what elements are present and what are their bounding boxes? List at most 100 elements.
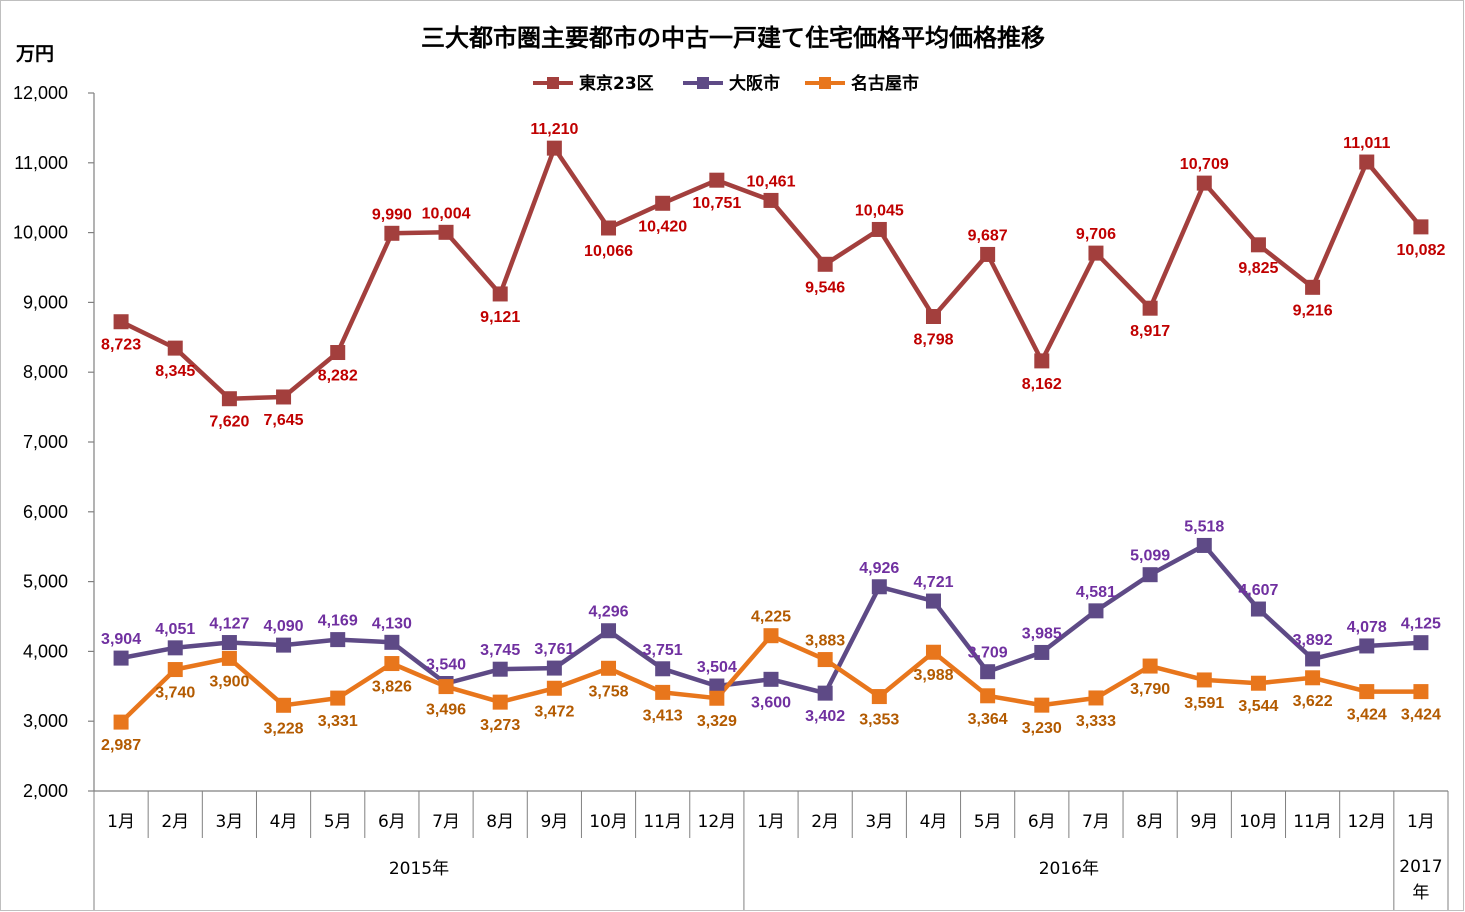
- data-label: 9,546: [805, 279, 845, 296]
- data-point-marker: [763, 671, 779, 687]
- data-label: 4,721: [913, 574, 953, 591]
- data-label: 4,051: [155, 621, 195, 638]
- data-point-marker: [221, 635, 237, 651]
- data-point-marker: [438, 224, 454, 240]
- x-tick-label: 10月: [589, 812, 628, 832]
- data-label: 3,472: [534, 703, 574, 720]
- data-label: 9,706: [1076, 226, 1116, 243]
- data-label: 3,591: [1184, 695, 1224, 712]
- data-label: 3,988: [913, 667, 953, 684]
- data-point-marker: [871, 221, 887, 237]
- data-point-marker: [1034, 697, 1050, 713]
- data-point-marker: [330, 345, 346, 361]
- x-tick-label: 2月: [811, 812, 839, 832]
- data-label: 9,825: [1238, 260, 1278, 277]
- data-label: 11,210: [530, 121, 578, 138]
- data-point-marker: [384, 656, 400, 672]
- chart-title: 三大都市圏主要都市の中古一戸建て住宅価格平均価格推移: [421, 24, 1045, 52]
- data-label: 3,424: [1347, 707, 1387, 724]
- data-label: 11,011: [1343, 135, 1390, 152]
- legend: 東京23区 大阪市 名古屋市: [533, 73, 919, 94]
- data-label: 3,413: [643, 707, 683, 724]
- data-label: 3,504: [697, 659, 737, 676]
- data-label: 8,723: [101, 337, 141, 354]
- x-tick-label: 1月: [107, 812, 135, 832]
- data-point-marker: [655, 195, 671, 211]
- data-label: 9,990: [372, 206, 412, 223]
- x-tick-label: 7月: [1082, 812, 1110, 832]
- legend-item: 名古屋市: [805, 73, 919, 94]
- data-point-marker: [1250, 237, 1266, 253]
- x-tick-label: 3月: [865, 812, 893, 832]
- data-point-marker: [871, 689, 887, 705]
- data-point-marker: [1088, 603, 1104, 619]
- data-point-marker: [1142, 567, 1158, 583]
- data-point-marker: [330, 632, 346, 648]
- data-point-marker: [1196, 672, 1212, 688]
- data-point-marker: [113, 314, 129, 330]
- x-tick-label: 9月: [1190, 812, 1218, 832]
- x-tick-label: 11月: [643, 812, 682, 832]
- data-point-marker: [709, 690, 725, 706]
- x-tick-label: 5月: [974, 812, 1002, 832]
- data-label: 3,883: [805, 633, 845, 650]
- legend-label: 名古屋市: [851, 73, 919, 94]
- data-point-marker: [925, 593, 941, 609]
- data-point-marker: [546, 660, 562, 676]
- x-tick-label: 1月: [757, 812, 785, 832]
- series-layer: [113, 140, 1429, 730]
- data-label: 3,826: [372, 679, 412, 696]
- data-label: 9,687: [968, 227, 1008, 244]
- data-label: 3,540: [426, 657, 466, 674]
- data-label: 7,645: [264, 412, 304, 429]
- data-point-marker: [276, 697, 292, 713]
- data-label: 10,004: [422, 205, 471, 222]
- data-label: 3,761: [534, 641, 574, 658]
- data-point-marker: [167, 340, 183, 356]
- data-point-marker: [221, 391, 237, 407]
- x-tick-label: 10月: [1239, 812, 1278, 832]
- data-label: 2,987: [101, 737, 141, 754]
- x-tick-label: 6月: [378, 812, 406, 832]
- data-label: 3,544: [1238, 698, 1278, 715]
- data-point-marker: [980, 246, 996, 262]
- x-tick-label: 8月: [486, 812, 514, 832]
- y-tick-label: 11,000: [14, 153, 68, 173]
- data-point-marker: [1305, 670, 1321, 686]
- data-point-marker: [1196, 175, 1212, 191]
- data-label: 3,273: [480, 717, 520, 734]
- data-label: 8,798: [913, 331, 953, 348]
- x-tick-label: 3月: [215, 812, 243, 832]
- x-group-label: 2015年: [389, 859, 449, 879]
- data-point-marker: [167, 640, 183, 656]
- y-tick-label: 6,000: [23, 502, 68, 522]
- y-tick-label: 7,000: [23, 432, 68, 452]
- data-label: 8,345: [155, 363, 195, 380]
- data-label: 3,622: [1293, 693, 1333, 710]
- data-point-marker: [601, 220, 617, 236]
- data-label: 3,892: [1293, 632, 1333, 649]
- data-label: 5,518: [1184, 518, 1224, 535]
- x-tick-label: 8月: [1136, 812, 1164, 832]
- data-point-marker: [1413, 684, 1429, 700]
- legend-swatch-marker: [819, 77, 831, 89]
- legend-item: 大阪市: [683, 73, 780, 94]
- data-label: 4,169: [318, 613, 358, 630]
- data-point-marker: [1196, 537, 1212, 553]
- x-tick-label: 11月: [1293, 812, 1332, 832]
- data-label: 3,900: [209, 673, 249, 690]
- data-label: 8,917: [1130, 323, 1170, 340]
- data-point-marker: [221, 650, 237, 666]
- data-point-marker: [438, 679, 454, 695]
- data-label: 4,581: [1076, 584, 1116, 601]
- data-label: 4,130: [372, 615, 412, 632]
- data-label: 3,985: [1022, 625, 1062, 642]
- data-label: 8,162: [1022, 376, 1062, 393]
- x-tick-label: 2月: [161, 812, 189, 832]
- data-point-marker: [546, 680, 562, 696]
- y-tick-label: 12,000: [13, 83, 68, 103]
- data-label: 5,099: [1130, 548, 1170, 565]
- data-label: 4,225: [751, 609, 791, 626]
